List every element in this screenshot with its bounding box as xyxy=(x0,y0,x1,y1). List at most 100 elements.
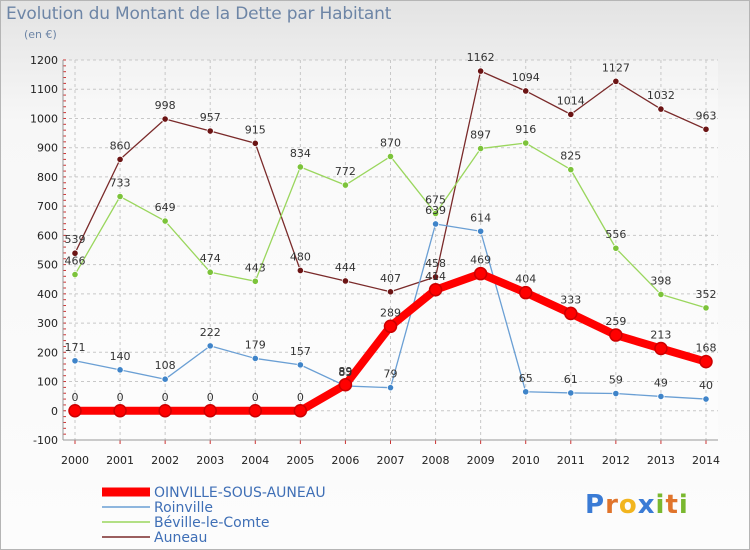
data-label: 539 xyxy=(65,233,86,246)
data-label: 333 xyxy=(560,293,581,306)
legend-label: OINVILLE-SOUS-AUNEAU xyxy=(154,485,326,501)
data-label: 0 xyxy=(162,391,169,404)
data-point-3 xyxy=(206,127,214,135)
data-label: 639 xyxy=(425,204,446,217)
data-point-0 xyxy=(338,378,353,392)
data-label: 480 xyxy=(290,250,311,263)
data-point-1 xyxy=(161,375,169,383)
data-point-1 xyxy=(251,354,259,363)
data-point-0 xyxy=(248,404,263,418)
data-point-2 xyxy=(251,277,259,285)
data-point-0 xyxy=(68,404,82,418)
data-label: 834 xyxy=(290,147,311,160)
x-tick-label: 2001 xyxy=(106,454,134,467)
data-label: 61 xyxy=(564,373,578,386)
data-label: 49 xyxy=(654,376,668,389)
data-point-0 xyxy=(654,341,668,356)
x-tick-label: 2011 xyxy=(557,454,585,467)
data-label: 352 xyxy=(696,288,717,301)
data-point-3 xyxy=(431,273,440,281)
data-label: 259 xyxy=(605,315,626,328)
data-point-3 xyxy=(567,110,575,118)
data-point-0 xyxy=(518,285,533,300)
data-label: 404 xyxy=(515,273,536,286)
data-point-2 xyxy=(296,163,304,171)
data-label: 398 xyxy=(650,274,671,287)
y-tick-label: 400 xyxy=(37,288,58,301)
data-label: 407 xyxy=(380,272,401,285)
data-label: 1014 xyxy=(557,94,585,107)
data-point-2 xyxy=(341,181,350,189)
y-tick-label: 800 xyxy=(37,171,58,184)
data-point-0 xyxy=(609,328,623,342)
data-label: 963 xyxy=(696,109,717,122)
data-point-3 xyxy=(116,155,124,163)
logo-letter: x xyxy=(637,490,656,520)
data-point-3 xyxy=(71,249,79,257)
x-tick-label: 2010 xyxy=(512,454,540,467)
x-tick-label: 2000 xyxy=(61,454,89,467)
data-label: 171 xyxy=(65,341,86,354)
x-tick-label: 2007 xyxy=(377,454,405,467)
data-point-2 xyxy=(612,244,620,252)
legend-label: Roinville xyxy=(154,500,213,516)
data-label: 0 xyxy=(207,391,214,404)
y-tick-label: 100 xyxy=(37,376,58,389)
data-point-2 xyxy=(522,139,530,147)
data-label: 458 xyxy=(425,257,446,270)
data-label: 772 xyxy=(335,165,356,178)
data-label: 108 xyxy=(155,359,176,372)
data-point-0 xyxy=(158,404,172,418)
y-tick-label: 1000 xyxy=(30,112,58,125)
x-tick-label: 2008 xyxy=(422,454,450,467)
data-label: 897 xyxy=(470,129,491,142)
data-label: 414 xyxy=(425,270,446,283)
legend-label: Auneau xyxy=(154,530,207,546)
data-point-1 xyxy=(386,384,395,392)
data-label: 998 xyxy=(155,99,176,112)
data-point-0 xyxy=(113,404,127,418)
data-point-1 xyxy=(522,388,530,396)
chart-title: Evolution du Montant de la Dette par Hab… xyxy=(6,4,392,24)
data-point-1 xyxy=(612,389,620,398)
data-label: 222 xyxy=(200,326,221,339)
data-label: 59 xyxy=(609,374,623,387)
data-point-3 xyxy=(612,77,620,85)
x-tick-label: 2004 xyxy=(241,454,269,467)
data-point-2 xyxy=(161,217,169,225)
logo-letter: t xyxy=(665,490,679,520)
data-point-2 xyxy=(386,152,395,161)
logo-letter: o xyxy=(618,490,638,520)
plot-area xyxy=(63,60,718,440)
data-point-3 xyxy=(522,87,530,95)
data-label: 1127 xyxy=(602,61,630,74)
data-label: 179 xyxy=(245,338,266,351)
data-label: 733 xyxy=(110,177,131,190)
data-point-1 xyxy=(116,366,124,374)
data-label: 0 xyxy=(252,391,259,404)
data-label: 860 xyxy=(110,139,131,152)
logo-letter: r xyxy=(605,490,619,520)
data-label: 675 xyxy=(425,193,446,206)
data-label: 289 xyxy=(380,306,401,319)
data-point-2 xyxy=(71,270,79,279)
data-point-1 xyxy=(702,395,710,403)
x-tick-label: 2009 xyxy=(467,454,495,467)
data-label: 916 xyxy=(515,123,536,136)
data-label: 0 xyxy=(72,391,79,404)
data-point-3 xyxy=(657,105,665,113)
data-label: 466 xyxy=(65,255,86,268)
data-point-2 xyxy=(116,192,124,201)
y-tick-label: 900 xyxy=(37,142,58,155)
data-point-1 xyxy=(71,357,79,365)
data-point-3 xyxy=(702,125,710,133)
data-point-1 xyxy=(477,227,485,235)
data-label: 0 xyxy=(117,391,124,404)
data-point-1 xyxy=(206,342,214,350)
y-tick-label: 1200 xyxy=(30,54,58,67)
data-label: 474 xyxy=(200,252,221,265)
data-label: 1032 xyxy=(647,89,675,102)
data-point-3 xyxy=(161,115,169,123)
data-point-0 xyxy=(564,306,578,321)
logo-letter: i xyxy=(655,490,666,520)
